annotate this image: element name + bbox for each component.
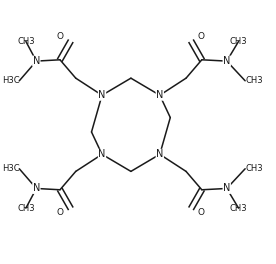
Text: O: O bbox=[198, 32, 205, 41]
Text: CH3: CH3 bbox=[245, 164, 263, 173]
Text: N: N bbox=[98, 149, 106, 159]
Text: CH3: CH3 bbox=[230, 37, 247, 46]
Text: N: N bbox=[156, 90, 163, 100]
Text: CH3: CH3 bbox=[245, 76, 263, 85]
Text: O: O bbox=[57, 208, 64, 217]
Text: O: O bbox=[57, 32, 64, 41]
Text: N: N bbox=[33, 56, 40, 66]
Text: CH3: CH3 bbox=[17, 204, 35, 213]
Text: CH3: CH3 bbox=[17, 37, 35, 46]
Text: CH3: CH3 bbox=[230, 204, 247, 213]
Text: N: N bbox=[33, 183, 40, 194]
Text: N: N bbox=[223, 183, 230, 194]
Text: N: N bbox=[98, 90, 106, 100]
Text: N: N bbox=[223, 56, 230, 66]
Text: H3C: H3C bbox=[2, 76, 19, 85]
Text: H3C: H3C bbox=[2, 164, 19, 173]
Text: O: O bbox=[198, 208, 205, 217]
Text: N: N bbox=[156, 149, 163, 159]
